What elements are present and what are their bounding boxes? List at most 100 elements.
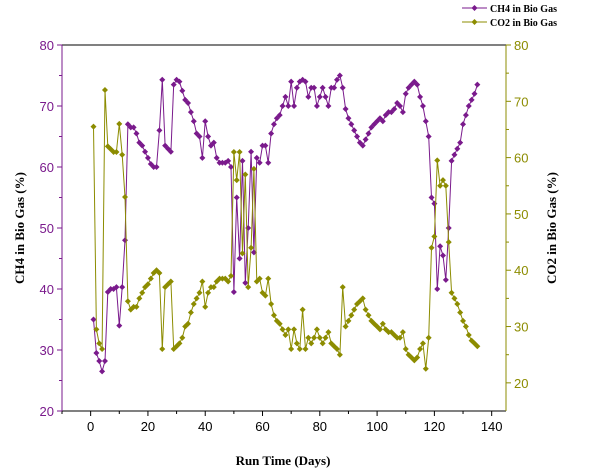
data-point-ch4 <box>322 93 329 100</box>
data-point-co2 <box>342 323 349 330</box>
data-point-ch4 <box>422 118 429 125</box>
data-point-co2 <box>448 289 455 296</box>
x-tick-label: 140 <box>481 419 503 434</box>
left-y-tick-label: 40 <box>40 282 54 297</box>
data-point-co2 <box>422 365 429 372</box>
data-point-co2 <box>190 301 197 308</box>
data-point-co2 <box>414 354 421 361</box>
data-point-co2 <box>176 340 183 347</box>
data-point-ch4 <box>402 90 409 97</box>
data-point-ch4 <box>142 148 149 155</box>
data-point-co2 <box>313 326 320 333</box>
data-point-ch4 <box>256 159 263 166</box>
right-y-axis-title: CO2 in Bio Gas (%) <box>544 172 559 284</box>
data-point-ch4 <box>236 255 243 262</box>
x-tick-label: 20 <box>141 419 155 434</box>
data-point-co2 <box>113 148 120 155</box>
data-point-co2 <box>445 239 452 246</box>
data-point-ch4 <box>351 127 358 134</box>
data-point-co2 <box>187 309 194 316</box>
x-tick-label: 40 <box>198 419 212 434</box>
data-point-ch4 <box>419 103 426 109</box>
data-point-co2 <box>348 312 355 319</box>
data-point-co2 <box>339 284 346 291</box>
data-point-co2 <box>302 346 309 353</box>
data-point-ch4 <box>468 96 475 103</box>
data-point-co2 <box>245 284 252 291</box>
data-point-ch4 <box>460 121 467 128</box>
data-point-ch4 <box>325 103 332 109</box>
data-point-ch4 <box>153 164 160 170</box>
data-point-co2 <box>270 312 277 319</box>
data-point-ch4 <box>333 76 340 83</box>
data-point-co2 <box>462 323 469 330</box>
data-point-co2 <box>305 334 312 341</box>
data-point-ch4 <box>199 154 206 161</box>
data-point-co2 <box>133 303 140 310</box>
data-point-ch4 <box>130 124 137 131</box>
right-y-tick-label: 40 <box>514 263 528 278</box>
data-point-co2 <box>233 177 240 184</box>
right-y-tick-label: 20 <box>514 376 528 391</box>
data-point-ch4 <box>451 151 458 158</box>
data-point-co2 <box>90 123 97 130</box>
data-point-ch4 <box>248 148 255 155</box>
data-point-ch4 <box>176 78 183 85</box>
data-point-ch4 <box>179 87 186 94</box>
data-point-ch4 <box>185 99 192 106</box>
data-point-ch4 <box>170 81 177 88</box>
data-point-ch4 <box>262 142 269 149</box>
left-y-tick-label: 60 <box>40 160 54 175</box>
x-tick-label: 60 <box>255 419 269 434</box>
data-point-co2 <box>291 326 298 333</box>
data-point-co2 <box>362 306 369 313</box>
data-point-ch4 <box>202 118 209 125</box>
data-point-co2 <box>196 289 203 296</box>
data-point-co2 <box>205 289 212 296</box>
data-point-ch4 <box>462 112 469 119</box>
data-point-co2 <box>248 244 255 251</box>
right-y-tick-label: 80 <box>514 38 528 53</box>
data-point-co2 <box>333 346 340 353</box>
data-point-co2 <box>460 317 467 324</box>
data-point-co2 <box>167 278 174 285</box>
data-point-co2 <box>322 334 329 341</box>
data-point-ch4 <box>362 136 369 143</box>
data-point-ch4 <box>133 130 140 137</box>
data-point-co2 <box>437 182 444 189</box>
legend-ch4-label: CH4 in Bio Gas <box>490 4 557 15</box>
data-point-ch4 <box>293 84 300 91</box>
data-point-ch4 <box>425 133 432 140</box>
data-point-ch4 <box>313 103 320 109</box>
data-point-ch4 <box>302 78 309 85</box>
data-point-ch4 <box>250 249 257 256</box>
data-point-ch4 <box>316 93 323 100</box>
data-point-ch4 <box>365 130 372 137</box>
data-point-co2 <box>268 301 275 308</box>
data-point-ch4 <box>167 148 174 155</box>
data-point-ch4 <box>101 357 108 364</box>
data-point-ch4 <box>93 350 100 357</box>
data-point-ch4 <box>359 142 366 149</box>
data-point-co2 <box>311 334 318 341</box>
data-point-ch4 <box>210 139 217 146</box>
left-y-tick-label: 70 <box>40 99 54 114</box>
data-point-ch4 <box>228 164 235 170</box>
data-point-co2 <box>379 320 386 327</box>
data-point-ch4 <box>336 72 343 79</box>
data-point-co2 <box>425 334 432 341</box>
data-point-co2 <box>345 317 352 324</box>
data-point-ch4 <box>225 157 232 164</box>
x-tick-label: 120 <box>424 419 446 434</box>
data-point-ch4 <box>391 106 398 113</box>
data-point-co2 <box>185 320 192 327</box>
data-point-ch4 <box>116 322 123 329</box>
data-point-ch4 <box>437 243 444 250</box>
left-y-tick-label: 50 <box>40 221 54 236</box>
data-point-co2 <box>230 148 237 155</box>
data-point-ch4 <box>399 109 406 116</box>
data-point-ch4 <box>291 103 298 109</box>
data-point-co2 <box>93 326 100 333</box>
data-point-ch4 <box>285 103 292 109</box>
